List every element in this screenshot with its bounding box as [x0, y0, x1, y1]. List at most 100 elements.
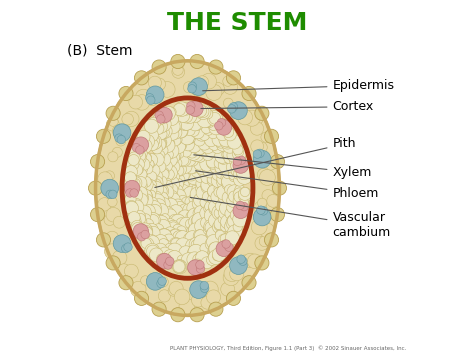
- Circle shape: [206, 240, 216, 249]
- Circle shape: [205, 201, 215, 212]
- Circle shape: [140, 190, 153, 203]
- Circle shape: [233, 203, 248, 218]
- Circle shape: [184, 160, 198, 174]
- Circle shape: [177, 110, 190, 122]
- Circle shape: [179, 299, 194, 314]
- Circle shape: [191, 240, 201, 250]
- Circle shape: [164, 261, 172, 269]
- Circle shape: [118, 264, 130, 277]
- Circle shape: [182, 108, 197, 124]
- Circle shape: [224, 266, 240, 282]
- Circle shape: [119, 275, 133, 290]
- Circle shape: [207, 255, 217, 266]
- Circle shape: [168, 229, 182, 242]
- Circle shape: [254, 201, 267, 214]
- Circle shape: [131, 164, 143, 176]
- Circle shape: [173, 165, 184, 176]
- Circle shape: [207, 175, 219, 187]
- Circle shape: [163, 207, 174, 218]
- Circle shape: [201, 124, 211, 133]
- Circle shape: [221, 282, 235, 296]
- Circle shape: [203, 125, 214, 135]
- Circle shape: [239, 198, 249, 208]
- Circle shape: [229, 172, 239, 182]
- Circle shape: [125, 201, 138, 215]
- Circle shape: [137, 233, 146, 241]
- Circle shape: [166, 107, 176, 117]
- Circle shape: [219, 193, 228, 203]
- Circle shape: [229, 102, 247, 119]
- Circle shape: [209, 242, 223, 256]
- Circle shape: [177, 153, 191, 167]
- Circle shape: [247, 254, 262, 269]
- Circle shape: [214, 187, 224, 197]
- Circle shape: [225, 243, 233, 251]
- Circle shape: [124, 264, 138, 278]
- Circle shape: [106, 190, 114, 198]
- Circle shape: [137, 205, 152, 220]
- Circle shape: [203, 163, 218, 178]
- Circle shape: [190, 259, 205, 274]
- Circle shape: [188, 84, 196, 93]
- Circle shape: [177, 226, 186, 235]
- Circle shape: [173, 103, 186, 116]
- Circle shape: [237, 255, 246, 263]
- Circle shape: [160, 110, 170, 120]
- Circle shape: [204, 208, 219, 223]
- Circle shape: [179, 109, 193, 123]
- Circle shape: [194, 206, 206, 217]
- Circle shape: [162, 257, 174, 269]
- Circle shape: [252, 113, 264, 124]
- Circle shape: [156, 107, 172, 123]
- Circle shape: [223, 126, 234, 137]
- Circle shape: [137, 164, 147, 174]
- Circle shape: [223, 98, 233, 108]
- Circle shape: [167, 160, 180, 173]
- Circle shape: [144, 153, 158, 167]
- Circle shape: [146, 201, 161, 215]
- Circle shape: [193, 254, 202, 264]
- Circle shape: [141, 230, 149, 239]
- Circle shape: [165, 257, 174, 266]
- Circle shape: [152, 171, 163, 182]
- Circle shape: [215, 162, 227, 174]
- Circle shape: [174, 124, 188, 138]
- Circle shape: [217, 120, 229, 131]
- Circle shape: [199, 130, 210, 141]
- Circle shape: [244, 110, 260, 126]
- Circle shape: [212, 205, 228, 220]
- Circle shape: [237, 164, 252, 180]
- Circle shape: [190, 164, 199, 173]
- Circle shape: [187, 201, 201, 215]
- Circle shape: [189, 223, 202, 237]
- Circle shape: [208, 146, 219, 158]
- Circle shape: [173, 163, 186, 176]
- Circle shape: [106, 106, 120, 120]
- Circle shape: [96, 233, 110, 247]
- Circle shape: [209, 113, 221, 124]
- Circle shape: [134, 142, 143, 151]
- Circle shape: [227, 214, 241, 229]
- Circle shape: [174, 102, 189, 116]
- Circle shape: [213, 242, 223, 252]
- Circle shape: [177, 179, 189, 191]
- Circle shape: [109, 117, 118, 126]
- Circle shape: [209, 213, 223, 228]
- Circle shape: [155, 161, 166, 173]
- Circle shape: [194, 150, 206, 162]
- Circle shape: [266, 160, 276, 170]
- Circle shape: [228, 191, 240, 202]
- Circle shape: [231, 159, 244, 172]
- Circle shape: [253, 208, 271, 226]
- Circle shape: [194, 127, 209, 141]
- Circle shape: [177, 211, 188, 222]
- Circle shape: [207, 185, 220, 198]
- Circle shape: [212, 170, 223, 180]
- Circle shape: [235, 154, 247, 166]
- Circle shape: [215, 121, 223, 130]
- Circle shape: [98, 172, 112, 186]
- Circle shape: [157, 169, 169, 180]
- Circle shape: [151, 154, 163, 166]
- Circle shape: [171, 238, 182, 249]
- Circle shape: [205, 134, 218, 147]
